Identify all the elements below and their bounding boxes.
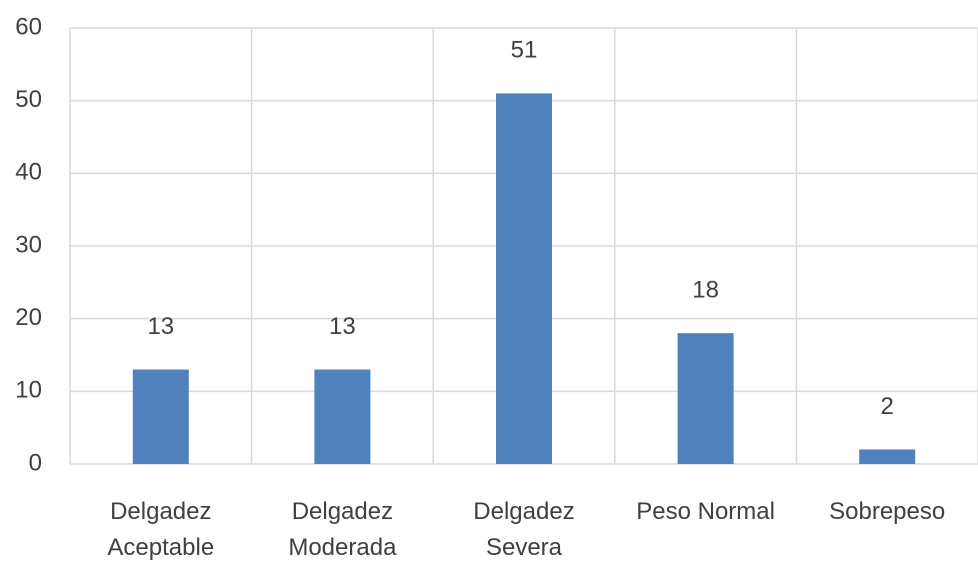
bar [132,369,189,464]
data-label: 51 [511,37,538,64]
bar [859,449,916,464]
data-label: 13 [147,313,174,340]
data-label: 13 [329,313,356,340]
bar [314,369,371,464]
y-tick-label: 10 [15,377,42,404]
y-tick-label: 20 [15,304,42,331]
x-tick-label: Delgadez Moderada [288,498,397,561]
x-tick-label: Delgadez Severa [473,498,575,561]
y-tick-label: 0 [29,449,42,476]
data-label: 18 [692,277,719,304]
data-label: 2 [881,393,894,420]
bar [677,333,734,464]
x-tick-label: Peso Normal [636,498,775,525]
y-tick-label: 50 [15,86,42,113]
x-tick-label: Sobrepeso [829,498,946,525]
y-tick-label: 40 [15,159,42,186]
y-tick-label: 60 [15,13,42,40]
y-tick-label: 30 [15,231,42,258]
bar [496,93,552,465]
x-tick-label: Delgadez Aceptable [107,498,215,561]
